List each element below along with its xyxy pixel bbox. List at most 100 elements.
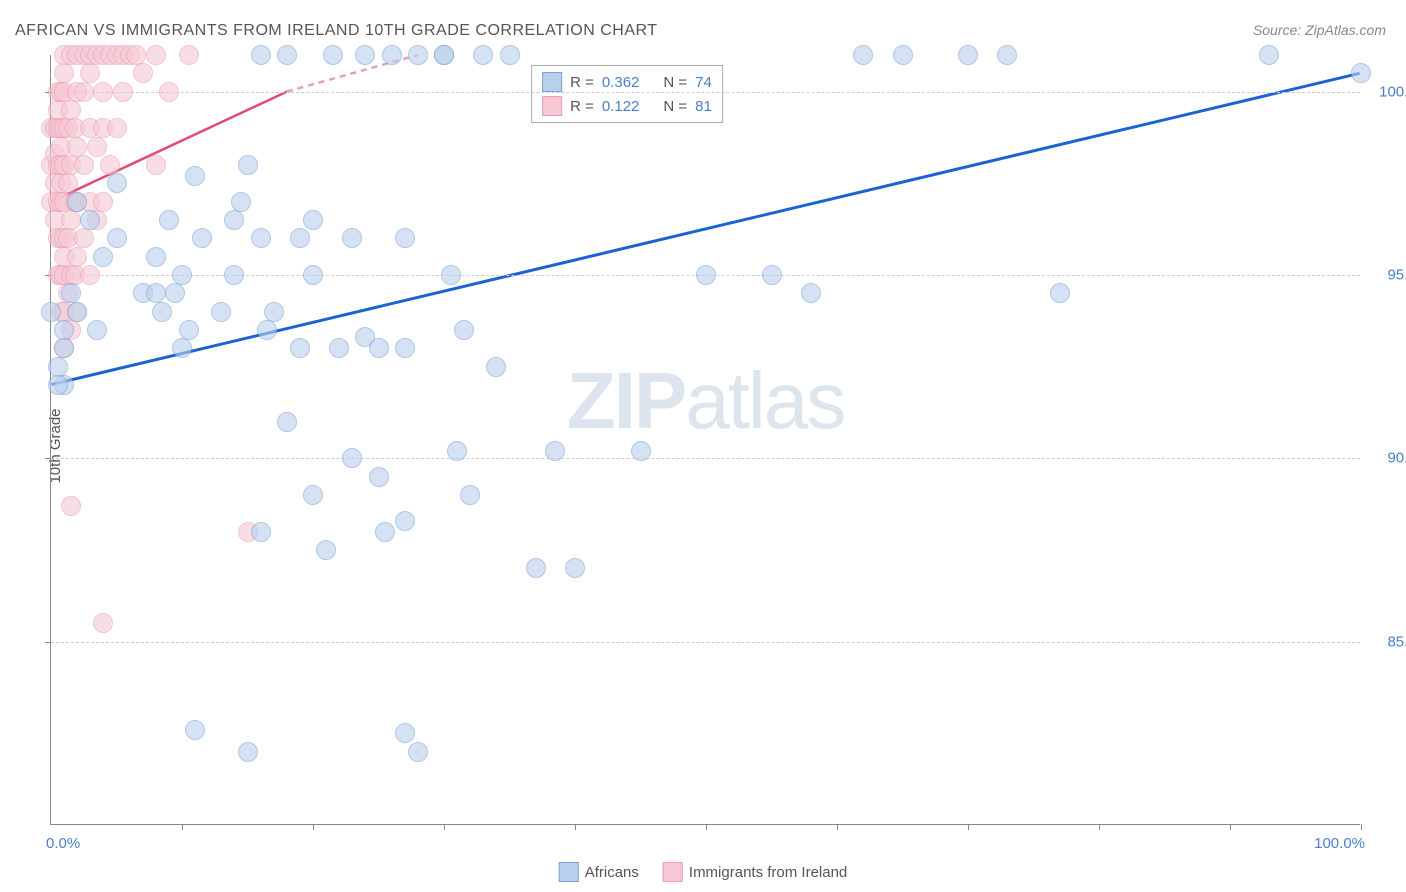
x-tick (837, 824, 838, 830)
y-tick (45, 458, 51, 459)
x-tick (968, 824, 969, 830)
scatter-point-series1 (67, 302, 87, 322)
scatter-point-series1 (342, 448, 362, 468)
scatter-point-series1 (395, 511, 415, 531)
scatter-point-series1 (61, 283, 81, 303)
scatter-point-series1 (80, 210, 100, 230)
scatter-point-series2 (80, 63, 100, 83)
watermark-heavy: ZIP (567, 356, 685, 445)
scatter-point-series1 (159, 210, 179, 230)
scatter-point-series1 (152, 302, 172, 322)
scatter-point-series1 (323, 45, 343, 65)
scatter-point-series1 (179, 320, 199, 340)
x-axis-max-label: 100.0% (1314, 835, 1365, 852)
scatter-point-series1 (355, 45, 375, 65)
n-label-2: N = (663, 98, 687, 115)
scatter-point-series2 (74, 155, 94, 175)
scatter-point-series1 (1050, 283, 1070, 303)
scatter-point-series1 (1259, 45, 1279, 65)
series1-r-value: 0.362 (602, 74, 640, 91)
scatter-point-series1 (460, 485, 480, 505)
scatter-point-series1 (87, 320, 107, 340)
gridline-horizontal (51, 642, 1360, 643)
scatter-point-series1 (958, 45, 978, 65)
scatter-point-series2 (61, 210, 81, 230)
scatter-point-series1 (441, 265, 461, 285)
scatter-point-series2 (67, 247, 87, 267)
plot-area: ZIPatlas R = 0.362 N = 74 R = 0.122 N = … (50, 55, 1360, 825)
scatter-point-series2 (93, 613, 113, 633)
scatter-point-series1 (375, 522, 395, 542)
scatter-point-series2 (146, 45, 166, 65)
scatter-point-series1 (93, 247, 113, 267)
scatter-point-series1 (762, 265, 782, 285)
scatter-point-series1 (486, 357, 506, 377)
x-axis-min-label: 0.0% (46, 835, 80, 852)
r-label-1: R = (570, 74, 594, 91)
scatter-point-series1 (277, 412, 297, 432)
scatter-point-series1 (395, 338, 415, 358)
legend-label-series1: Africans (585, 864, 639, 881)
scatter-point-series1 (238, 742, 258, 762)
scatter-point-series2 (133, 63, 153, 83)
scatter-point-series1 (41, 302, 61, 322)
scatter-point-series1 (251, 228, 271, 248)
r-label-2: R = (570, 98, 594, 115)
x-tick (1099, 824, 1100, 830)
scatter-point-series1 (54, 320, 74, 340)
scatter-point-series1 (146, 283, 166, 303)
stats-row-series1: R = 0.362 N = 74 (542, 70, 712, 94)
watermark: ZIPatlas (567, 355, 844, 447)
legend: Africans Immigrants from Ireland (559, 862, 848, 882)
watermark-light: atlas (685, 356, 844, 445)
scatter-point-series1 (565, 558, 585, 578)
scatter-point-series1 (185, 166, 205, 186)
x-tick (313, 824, 314, 830)
scatter-point-series1 (48, 375, 68, 395)
scatter-point-series1 (224, 210, 244, 230)
y-tick-label: 85.0% (1370, 633, 1406, 650)
scatter-point-series2 (58, 173, 78, 193)
scatter-point-series1 (434, 45, 454, 65)
scatter-point-series1 (277, 45, 297, 65)
scatter-point-series1 (54, 338, 74, 358)
scatter-point-series1 (264, 302, 284, 322)
y-tick-label: 95.0% (1370, 267, 1406, 284)
source-attribution: Source: ZipAtlas.com (1253, 22, 1386, 38)
scatter-point-series1 (369, 467, 389, 487)
series1-n-value: 74 (695, 74, 712, 91)
scatter-point-series1 (257, 320, 277, 340)
scatter-point-series1 (408, 45, 428, 65)
scatter-point-series2 (146, 155, 166, 175)
scatter-point-series1 (801, 283, 821, 303)
scatter-point-series2 (93, 192, 113, 212)
scatter-point-series1 (408, 742, 428, 762)
scatter-point-series1 (473, 45, 493, 65)
scatter-point-series1 (224, 265, 244, 285)
y-tick (45, 642, 51, 643)
x-tick (1361, 824, 1362, 830)
y-tick-label: 90.0% (1370, 450, 1406, 467)
chart-title: AFRICAN VS IMMIGRANTS FROM IRELAND 10TH … (15, 22, 658, 40)
scatter-point-series1 (251, 522, 271, 542)
scatter-point-series1 (893, 45, 913, 65)
scatter-point-series1 (67, 192, 87, 212)
legend-label-series2: Immigrants from Ireland (689, 864, 847, 881)
scatter-point-series1 (211, 302, 231, 322)
scatter-point-series1 (316, 540, 336, 560)
scatter-point-series1 (165, 283, 185, 303)
gridline-horizontal (51, 92, 1360, 93)
scatter-point-series2 (74, 228, 94, 248)
scatter-point-series2 (179, 45, 199, 65)
scatter-point-series2 (126, 45, 146, 65)
legend-item-series1: Africans (559, 862, 639, 882)
scatter-point-series1 (395, 723, 415, 743)
scatter-point-series2 (74, 82, 94, 102)
gridline-horizontal (51, 458, 1360, 459)
scatter-point-series1 (303, 210, 323, 230)
scatter-point-series1 (238, 155, 258, 175)
scatter-point-series1 (1351, 63, 1371, 83)
series1-color-square (542, 72, 562, 92)
scatter-point-series1 (342, 228, 362, 248)
series2-n-value: 81 (695, 98, 712, 115)
